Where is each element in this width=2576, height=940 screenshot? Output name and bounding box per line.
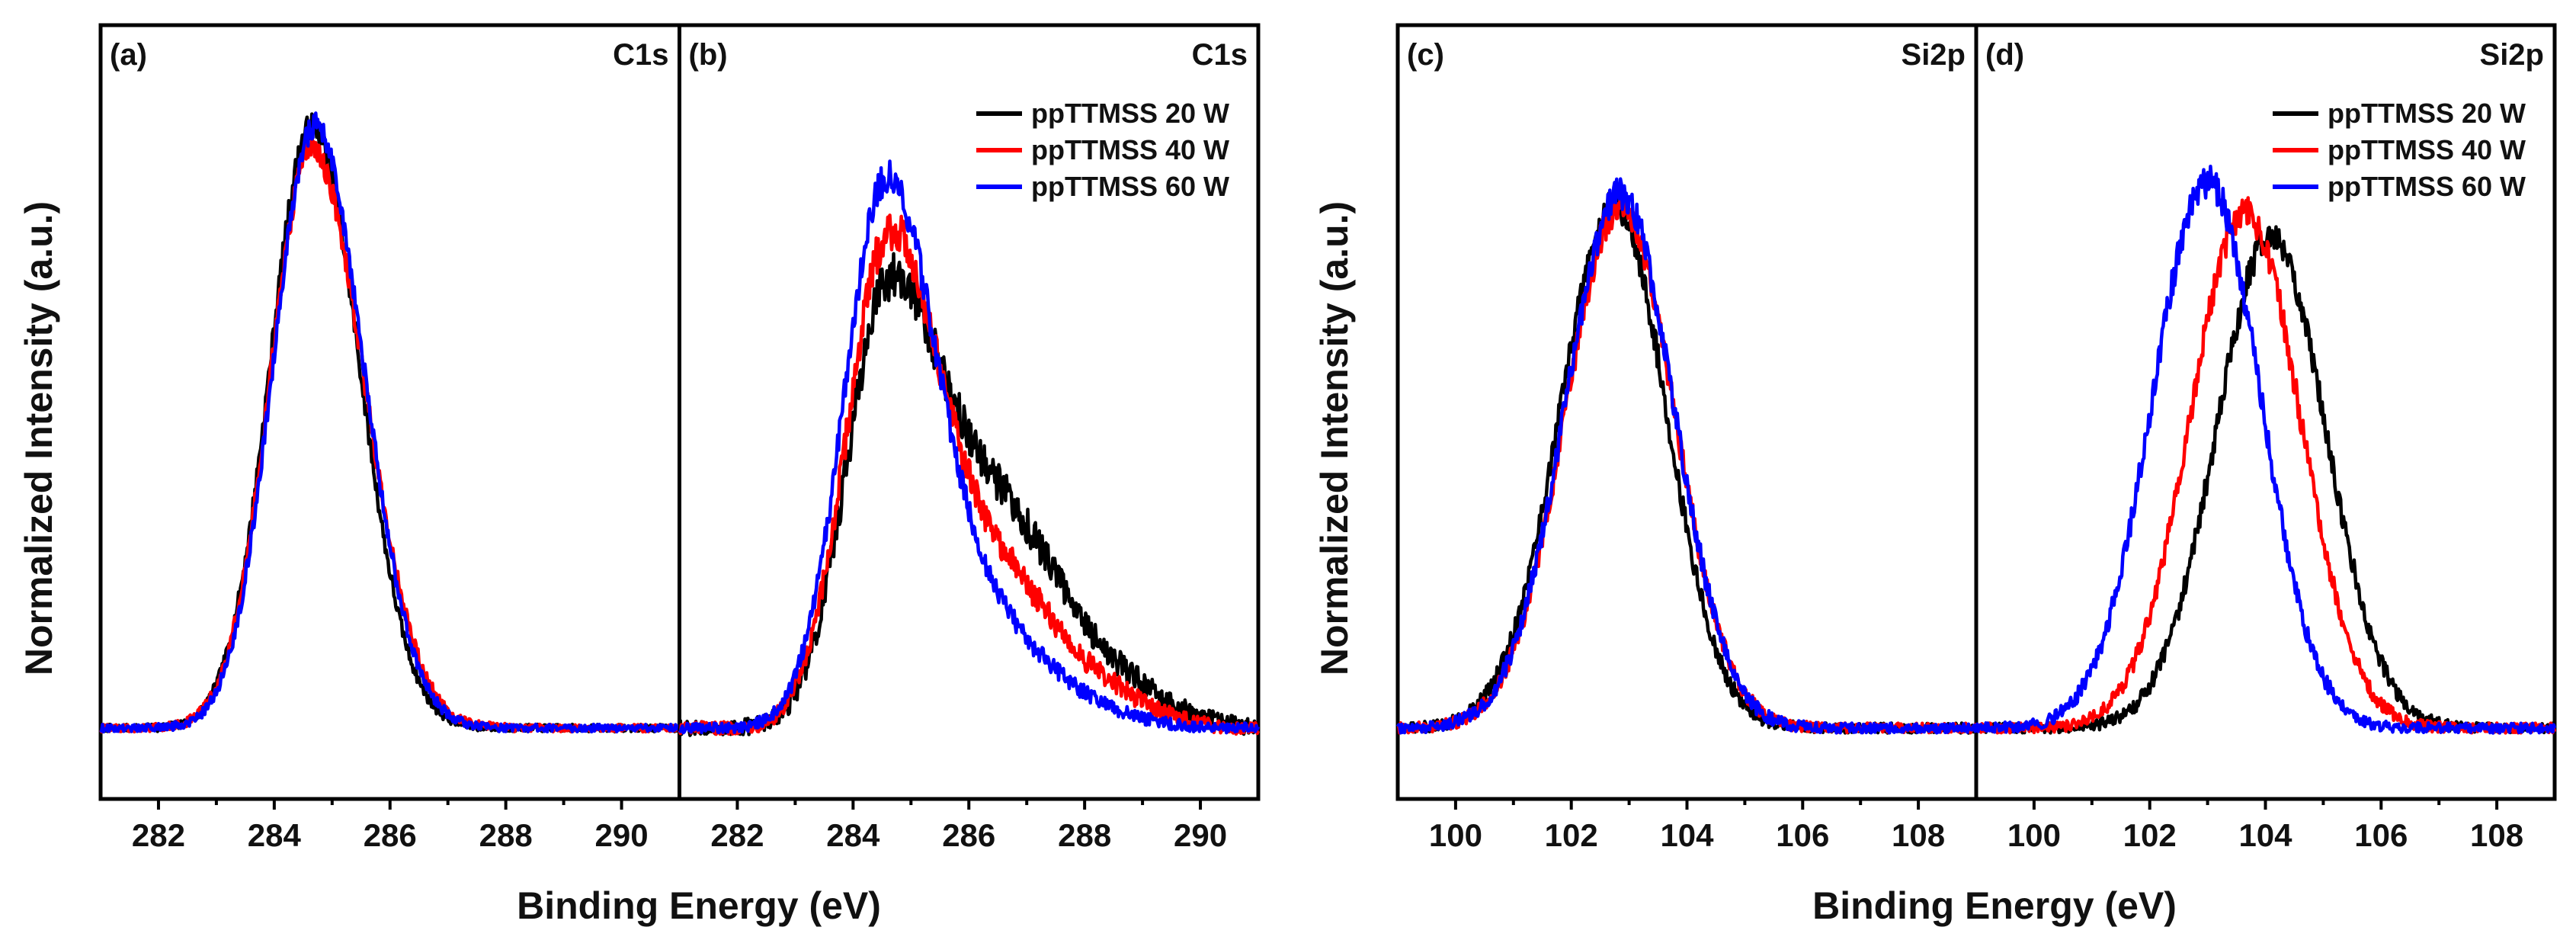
series-line-ppttmss-20-w <box>1397 189 1978 735</box>
si2p-x-axis-title: Binding Energy (eV) <box>1812 884 2177 927</box>
x-tick-label: 100 <box>1429 817 1482 853</box>
panel-b: (b) C1s 282 284 286 288 290 ppTTMSS 20 W ppTTMSS… <box>678 38 1261 853</box>
x-tick-label: 290 <box>1174 817 1227 853</box>
series-line-ppttmss-60-w <box>1974 164 2557 735</box>
x-tick-label: 286 <box>942 817 995 853</box>
series-line-ppttmss-20-w <box>98 112 681 734</box>
element-label: Si2p <box>1902 38 1966 72</box>
si2p-plot: (c) Si2p 100 102 104 106 108 (d) Si2p 100 102 104 10… <box>1395 23 2557 853</box>
legend-label: ppTTMSS 60 W <box>2328 171 2526 202</box>
x-tick-label: 100 <box>2007 817 2061 853</box>
series-line-ppttmss-60-w <box>99 111 681 734</box>
x-tick-label: 104 <box>2238 817 2292 853</box>
element-label: C1s <box>613 38 668 72</box>
c1s-figure: Normalized Intensity (a.u.) Binding Ener… <box>18 201 881 927</box>
element-label: Si2p <box>2480 38 2544 72</box>
panel-c: (c) Si2p 100 102 104 106 108 <box>1396 38 1978 853</box>
element-label: C1s <box>1192 38 1248 72</box>
x-tick-label: 284 <box>248 817 302 853</box>
legend-label: ppTTMSS 60 W <box>1031 171 1229 202</box>
panel-a: (a) C1s 282 284 286 288 290 <box>98 38 681 853</box>
si2p-y-axis-title: Normalized Intensity (a.u.) <box>1313 201 1356 675</box>
series-line-ppttmss-40-w <box>1975 196 2557 735</box>
legend-label: ppTTMSS 40 W <box>2328 134 2526 165</box>
series-line-ppttmss-40-w <box>99 136 681 734</box>
c1s-x-axis-title: Binding Energy (eV) <box>517 884 881 927</box>
panel-label: (c) <box>1407 38 1444 72</box>
x-tick-label: 288 <box>479 817 533 853</box>
panels-layer: (a) C1s 282 284 286 288 290 (b) C1s 282 284 286 288 2… <box>98 23 2557 853</box>
x-tick-label: 290 <box>595 817 649 853</box>
x-tick-label: 286 <box>364 817 417 853</box>
x-tick-label: 102 <box>2123 817 2177 853</box>
x-tick-label: 108 <box>1892 817 1945 853</box>
x-tick-label: 108 <box>2470 817 2523 853</box>
x-tick-label: 282 <box>710 817 764 853</box>
legend-label: ppTTMSS 20 W <box>1031 98 1229 129</box>
panel-label: (a) <box>110 38 147 72</box>
x-tick-label: 104 <box>1660 817 1714 853</box>
series-line-ppttmss-60-w <box>678 159 1261 735</box>
panel-label: (d) <box>1985 38 2024 72</box>
c1s-y-axis-title: Normalized Intensity (a.u.) <box>18 201 60 675</box>
x-tick-label: 102 <box>1545 817 1598 853</box>
series-line-ppttmss-40-w <box>678 213 1261 736</box>
series-line-ppttmss-20-w <box>1975 225 2557 735</box>
series-line-ppttmss-40-w <box>1396 190 1978 735</box>
panel-d: (d) Si2p 100 102 104 106 108 ppTTMSS 20 W ppTTMS… <box>1974 38 2557 853</box>
x-tick-label: 106 <box>2354 817 2408 853</box>
panel-label: (b) <box>689 38 728 72</box>
si2p-figure: Normalized Intensity (a.u.) Binding Ener… <box>1313 201 2177 927</box>
series-line-ppttmss-60-w <box>1396 177 1978 735</box>
c1s-plot: (a) C1s 282 284 286 288 290 (b) C1s 282 284 286 288 2… <box>98 23 1261 853</box>
x-tick-label: 282 <box>132 817 185 853</box>
x-tick-label: 284 <box>826 817 880 853</box>
legend-label: ppTTMSS 20 W <box>2328 98 2526 129</box>
legend-label: ppTTMSS 40 W <box>1031 134 1229 165</box>
series-line-ppttmss-20-w <box>678 252 1261 737</box>
x-tick-label: 106 <box>1776 817 1829 853</box>
x-tick-label: 288 <box>1058 817 1111 853</box>
